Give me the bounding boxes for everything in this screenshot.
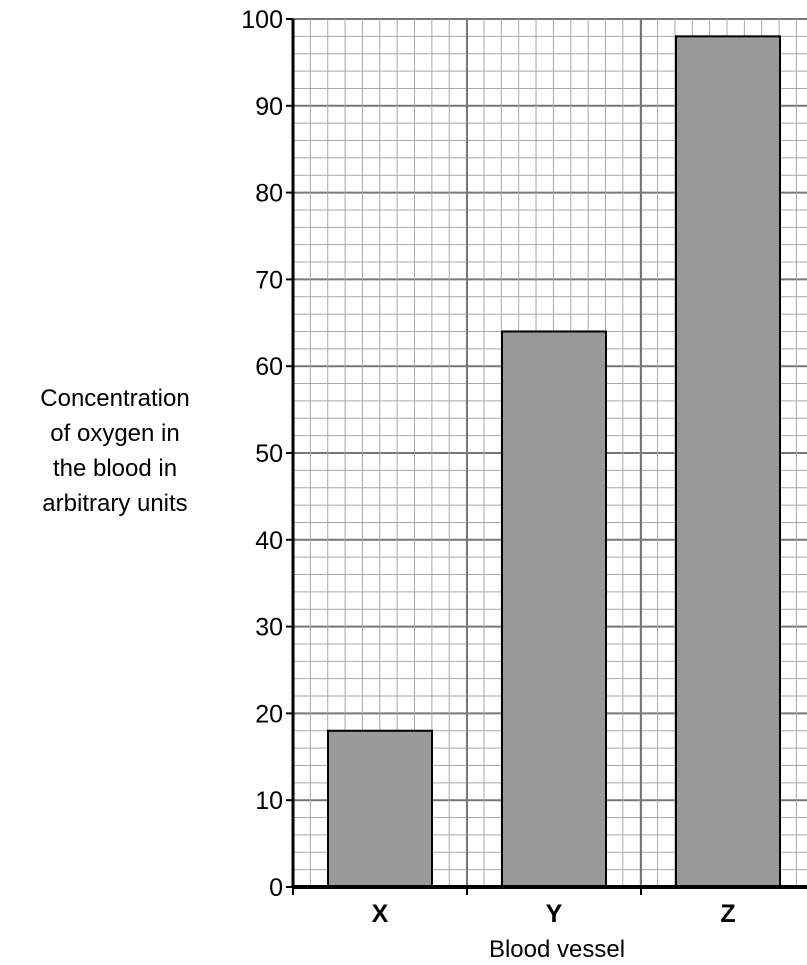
y-axis-title: Concentration of oxygen in the blood in … [40,385,189,517]
bar-z [675,35,781,889]
y-tick-label: 100 [241,6,283,34]
x-category-labels: X Y Z [292,887,736,928]
bars [327,35,781,889]
y-tick-label: 0 [269,874,283,902]
x-category-label-y: Y [546,900,563,928]
y-axis-title-line-4: arbitrary units [42,490,187,517]
bar-y [501,330,607,889]
y-axis-title-line-2: of oxygen in [50,420,179,447]
bar-x [327,729,433,889]
y-tick-label: 50 [255,440,283,468]
y-tick-label: 60 [255,353,283,381]
y-tick-label: 30 [255,614,283,642]
x-category-label-x: X [372,900,389,928]
y-axis-title-line-1: Concentration [40,385,189,412]
y-tick-label: 10 [255,787,283,815]
y-tick-label: 80 [255,180,283,208]
y-tick-label: 70 [255,266,283,294]
y-axis-title-line-3: the blood in [53,455,177,482]
x-category-label-z: Z [720,900,735,928]
y-tick-label: 40 [255,527,283,555]
y-tick-label: 90 [255,93,283,121]
x-axis-title: Blood vessel [489,936,625,963]
y-tick-label: 20 [255,700,283,728]
y-tick-labels: 0 10 20 30 40 50 60 70 80 90 100 [241,6,293,902]
